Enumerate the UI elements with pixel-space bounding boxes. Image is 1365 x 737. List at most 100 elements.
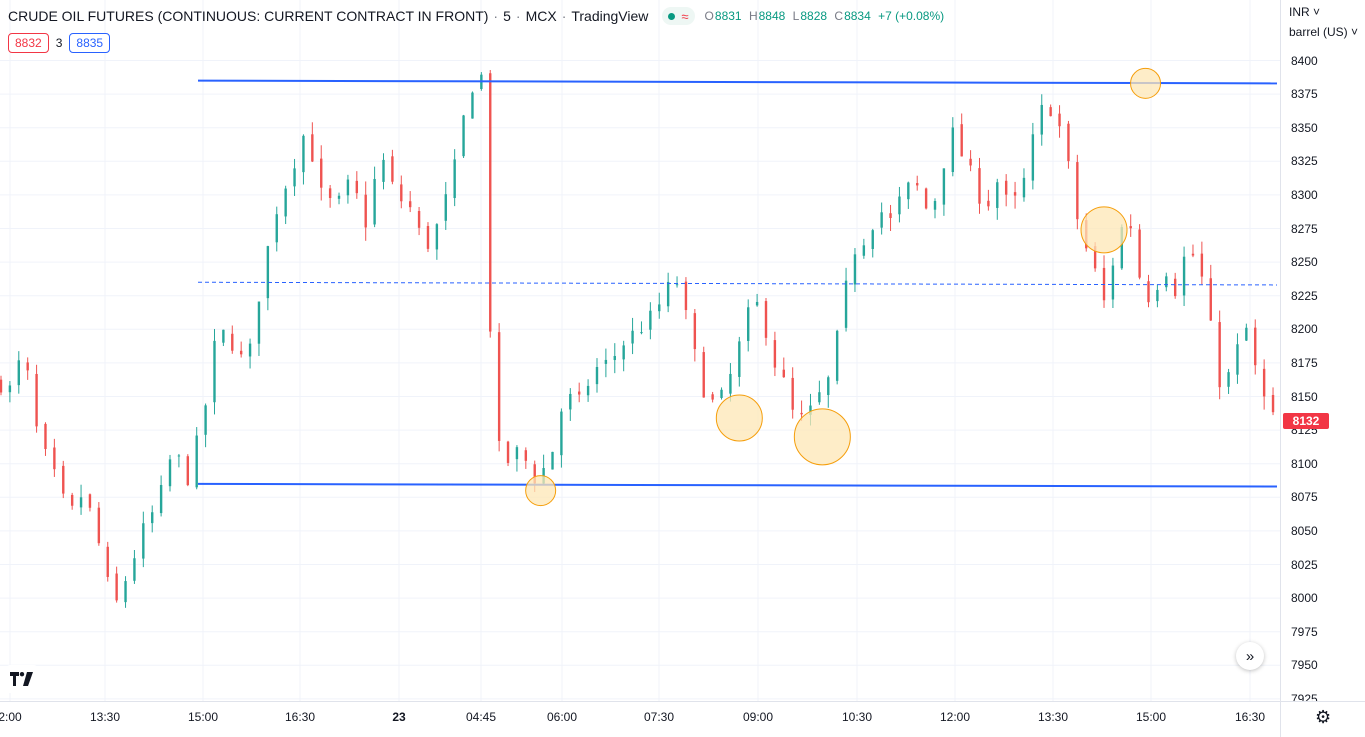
price-tick: 8325 — [1291, 154, 1318, 169]
candle-body — [275, 214, 278, 243]
candle-body — [1218, 322, 1221, 388]
symbol-title[interactable]: CRUDE OIL FUTURES (CONTINUOUS: CURRENT C… — [8, 8, 489, 24]
price-axis[interactable]: INR ˅ barrel (US) ˅ 8400 8375 8350 8325 8300… — [1280, 0, 1365, 706]
price-tick: 8075 — [1291, 490, 1318, 505]
candle-body — [1111, 265, 1115, 300]
candle-body — [497, 332, 501, 441]
candle-body — [1067, 123, 1070, 162]
price-tick: 8400 — [1291, 53, 1318, 68]
candle-body — [978, 168, 981, 204]
candle-body — [827, 377, 830, 396]
buy-button[interactable]: 8835 — [69, 33, 111, 53]
candle-body — [408, 201, 412, 208]
candle-body — [355, 180, 359, 194]
candle-body — [1129, 226, 1132, 229]
candle-body — [1236, 344, 1239, 375]
price-tick: 8150 — [1291, 389, 1318, 404]
change-value: +7 (+0.08%) — [878, 9, 945, 23]
price-tick: 7975 — [1291, 624, 1318, 639]
candle-body — [1049, 107, 1052, 117]
candle-body — [1209, 278, 1212, 321]
time-tick: 16:30 — [1234, 710, 1266, 724]
horizontal-level-line — [197, 79, 1278, 85]
candle-body — [666, 281, 670, 307]
time-tick: 15:00 — [1135, 710, 1167, 724]
scroll-to-realtime-button[interactable]: » — [1236, 642, 1264, 670]
candle-body — [106, 546, 109, 577]
currency-selector[interactable]: INR ˅ — [1289, 5, 1320, 19]
last-price-label: 8132 — [1283, 412, 1329, 429]
candle-body — [53, 447, 56, 470]
price-tick: 8100 — [1291, 456, 1318, 471]
candle-body — [702, 352, 705, 398]
candle-body — [62, 465, 65, 494]
candle-body — [1245, 327, 1248, 341]
market-status-badge[interactable]: ≈ — [662, 7, 695, 25]
market-open-dot-icon — [668, 12, 676, 20]
time-tick: 23 — [392, 710, 406, 724]
high-value: 8848 — [758, 9, 786, 23]
candle-body — [115, 573, 118, 601]
double-chevron-right-icon: » — [1245, 647, 1255, 665]
price-tick: 8275 — [1291, 221, 1318, 236]
candle-body — [1262, 368, 1266, 397]
candle-body — [844, 280, 848, 328]
candle-body — [417, 211, 421, 228]
candle-body — [444, 194, 447, 221]
candle-body — [1191, 253, 1195, 256]
legend-separator: · — [515, 8, 521, 24]
candle-body — [1040, 104, 1043, 135]
candle-body — [924, 188, 928, 209]
candle-body — [747, 307, 750, 341]
sell-button[interactable]: 8832 — [8, 33, 49, 53]
candle-body — [124, 581, 127, 603]
candle-body — [586, 385, 590, 396]
time-tick: 07:30 — [643, 710, 675, 724]
candle-body — [391, 156, 394, 182]
candle-body — [533, 464, 536, 484]
horizontal-levels — [197, 79, 1278, 488]
tradingview-logo-icon[interactable] — [6, 665, 38, 693]
unit-selector[interactable]: barrel (US) ˅ — [1289, 25, 1358, 39]
candle-body — [489, 73, 492, 332]
gear-icon[interactable]: ⚙ — [1315, 707, 1332, 727]
candle-body — [471, 92, 474, 119]
data-delay-wave-icon: ≈ — [681, 8, 689, 24]
candle-body — [889, 213, 892, 219]
legend-separator: · — [493, 8, 499, 24]
candle-body — [640, 332, 643, 334]
candle-body — [755, 301, 759, 306]
candle-body — [284, 188, 287, 217]
candle-body — [1147, 281, 1150, 303]
candle-body — [684, 281, 688, 311]
price-tick: 8050 — [1291, 523, 1318, 538]
price-tick: 8375 — [1291, 87, 1318, 102]
candle-body — [1156, 289, 1159, 302]
candle-body — [8, 385, 12, 393]
candle-body — [969, 158, 972, 166]
circle-marker — [1130, 67, 1162, 99]
price-tick: 8225 — [1291, 288, 1318, 303]
candle-body — [435, 224, 439, 250]
candle-body — [364, 194, 367, 228]
exchange-label: MCX — [525, 8, 557, 24]
time-tick: 06:00 — [546, 710, 578, 724]
candle-body — [604, 359, 608, 364]
candle-body — [328, 188, 332, 198]
candle-body — [426, 226, 430, 249]
price-tick: 8025 — [1291, 557, 1318, 572]
candle-body — [907, 182, 910, 200]
candle-body — [942, 168, 946, 205]
candle-body — [186, 456, 190, 486]
time-axis[interactable]: 2:00 13:30 15:00 16:30 23 04:45 06:00 07:30 09:0… — [0, 701, 1280, 737]
candle-body — [79, 497, 83, 508]
candle-body — [800, 412, 803, 415]
price-tick: 8000 — [1291, 591, 1318, 606]
candle-body — [70, 494, 74, 506]
price-chart[interactable] — [0, 0, 1280, 701]
candle-body — [1165, 276, 1168, 288]
interval-label[interactable]: 5 — [503, 8, 511, 24]
chevron-down-icon: ˅ — [1347, 25, 1359, 39]
circle-marker — [1080, 206, 1128, 254]
candle-body — [1076, 162, 1079, 220]
